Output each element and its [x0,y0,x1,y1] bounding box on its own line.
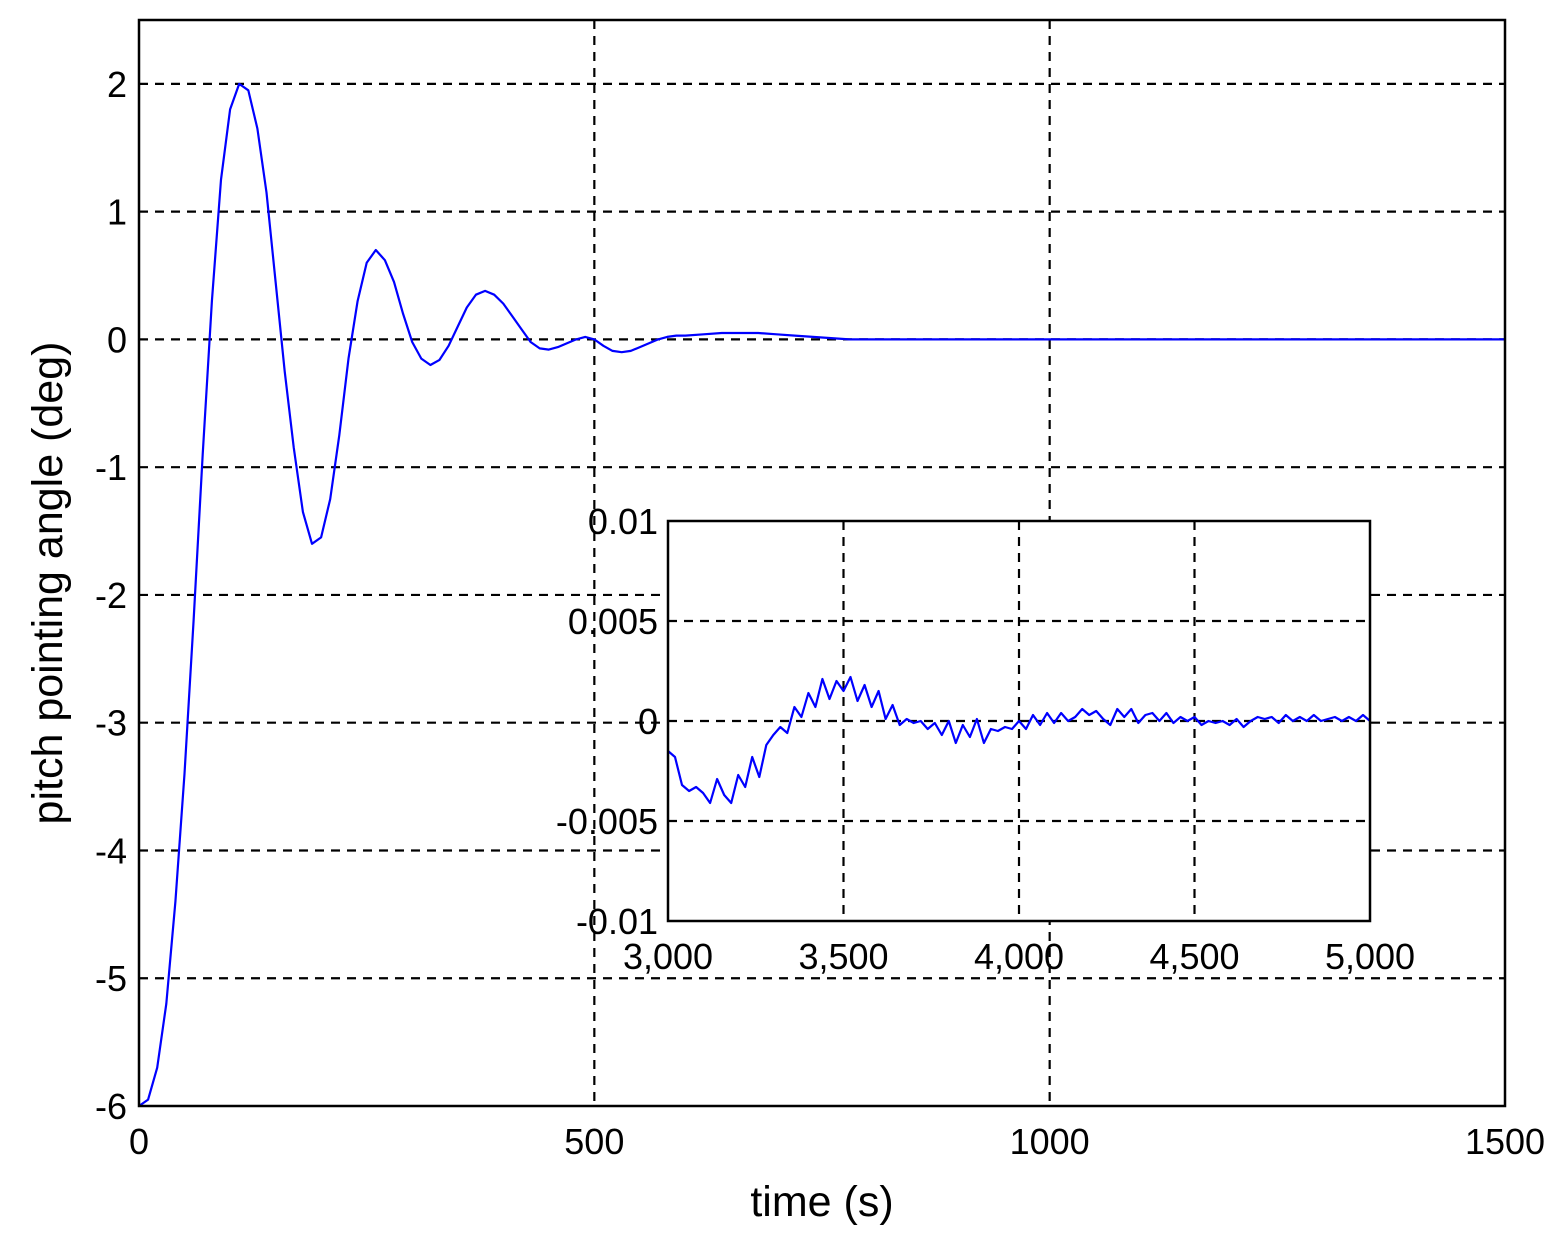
main-x-tick-label: 1000 [1010,1121,1090,1162]
inset-plot-frame [666,519,1372,923]
main-x-tick-labels: 0 500 1000 1500 [129,1121,1545,1162]
main-y-tick-labels: 2 1 0 -1 -2 -3 -4 -5 -6 [95,64,127,1127]
main-y-tick-label: -1 [95,447,127,488]
main-y-tick-label: -5 [95,958,127,999]
main-x-tick-label: 500 [564,1121,624,1162]
inset-x-tick-label: 4,500 [1149,936,1239,977]
main-series [138,82,1505,1107]
main-series-line-0 [138,82,1505,1107]
main-y-tick-label: -2 [95,575,127,616]
inset-x-tick-label: 3,000 [623,936,713,977]
inset-y-tick-label: 0 [638,701,658,742]
inset-y-tick-label: -0.01 [576,901,658,942]
main-y-tick-label: 0 [107,319,127,360]
main-x-tick-label: 0 [129,1121,149,1162]
inset-x-tick-label: 5,000 [1325,936,1415,977]
main-y-tick-label: -6 [95,1086,127,1127]
main-y-tick-label: -4 [95,830,127,871]
main-y-tick-label: 2 [107,64,127,105]
inset-series [667,675,1371,805]
inset-x-tick-label: 4,000 [974,936,1064,977]
inset-x-tick-label: 3,500 [798,936,888,977]
main-y-tick-label: 1 [107,192,127,233]
main-chart: 0 500 1000 1500 2 1 0 -1 -2 -3 -4 -5 -6 time (s) pi… [24,18,1545,1226]
main-x-tick-label: 1500 [1465,1121,1545,1162]
main-y-axis-title: pitch pointing angle (deg) [24,342,72,825]
inset-y-tick-label: 0.01 [588,501,658,542]
main-x-axis-title: time (s) [750,1178,893,1226]
inset-series-line-0 [667,675,1371,805]
inset-chart: 3,000 3,500 4,000 4,500 5,000 0.01 0.005 0 -0.0… [556,501,1415,977]
main-plot-frame [137,18,1507,1108]
inset-x-tick-labels: 3,000 3,500 4,000 4,500 5,000 [623,936,1415,977]
main-y-tick-label: -3 [95,703,127,744]
inset-grid [668,521,1370,921]
inset-y-tick-labels: 0.01 0.005 0 -0.005 -0.01 [556,501,658,942]
inset-y-tick-label: -0.005 [556,801,658,842]
inset-y-tick-label: 0.005 [568,601,658,642]
